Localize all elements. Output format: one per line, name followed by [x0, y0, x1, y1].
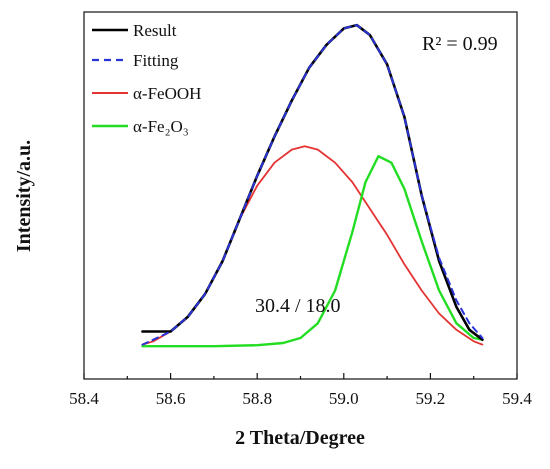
area-ratio-annotation: 30.4 / 18.0: [255, 295, 341, 317]
series-line-0: [141, 23, 484, 342]
r-squared-annotation: R² = 0.99: [422, 33, 498, 55]
x-tick-layer: 58.4 58.6 58.8 59.0 59.2 59.4: [69, 373, 532, 408]
series-layer: [141, 23, 484, 348]
x-tick-label-4: 59.2: [416, 389, 446, 408]
legend-label-alpha-fe2o3: α-Fe₂O₃: [133, 117, 189, 136]
legend-label-alpha-feooh: α-FeOOH: [133, 84, 201, 103]
x-tick-label-3: 59.0: [329, 389, 359, 408]
legend: Result Fitting α-FeOOH α-Fe₂O₃: [92, 21, 201, 136]
x-tick-label-0: 58.4: [69, 389, 99, 408]
legend-label-fitting: Fitting: [133, 51, 179, 70]
x-tick-label-5: 59.4: [502, 389, 532, 408]
x-axis-title: 2 Theta/Degree: [235, 427, 365, 449]
legend-label-result: Result: [133, 21, 177, 40]
y-axis-title: Intensity/a.u.: [13, 140, 35, 252]
series-line-1: [141, 24, 484, 346]
series-line-3: [141, 154, 484, 348]
x-tick-label-2: 58.8: [242, 389, 272, 408]
x-tick-label-1: 58.6: [156, 389, 186, 408]
